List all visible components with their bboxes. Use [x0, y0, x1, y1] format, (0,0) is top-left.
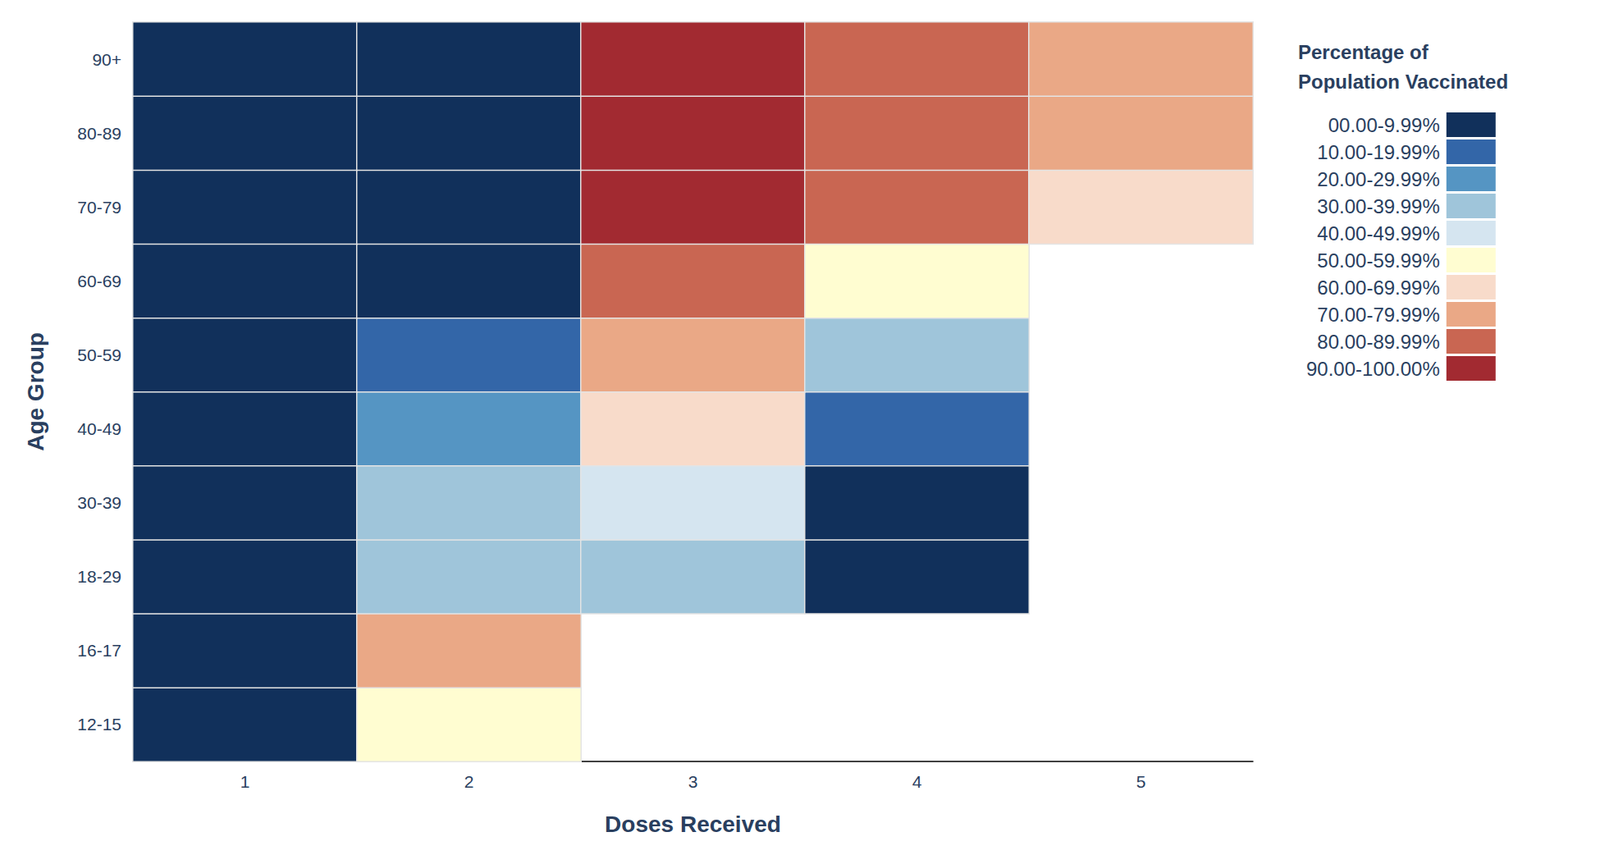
- svg-text:12-15: 12-15: [77, 714, 122, 734]
- svg-text:00.00-9.99%: 00.00-9.99%: [1328, 114, 1440, 137]
- svg-text:70.00-79.99%: 70.00-79.99%: [1316, 303, 1440, 326]
- svg-text:30.00-39.99%: 30.00-39.99%: [1316, 195, 1440, 218]
- svg-text:80-89: 80-89: [77, 123, 122, 143]
- svg-text:2: 2: [464, 772, 475, 791]
- svg-text:18-29: 18-29: [77, 566, 122, 586]
- svg-text:40.00-49.99%: 40.00-49.99%: [1316, 222, 1440, 245]
- svg-text:10.00-19.99%: 10.00-19.99%: [1316, 141, 1440, 164]
- svg-text:70-79: 70-79: [77, 197, 122, 217]
- svg-text:80.00-89.99%: 80.00-89.99%: [1316, 330, 1440, 353]
- svg-text:50-59: 50-59: [77, 345, 122, 365]
- svg-text:Percentage of: Percentage of: [1298, 41, 1430, 64]
- svg-text:60-69: 60-69: [77, 271, 122, 291]
- svg-text:Doses Received: Doses Received: [604, 811, 782, 837]
- svg-text:90.00-100.00%: 90.00-100.00%: [1306, 357, 1440, 380]
- svg-text:16-17: 16-17: [77, 640, 122, 660]
- svg-text:50.00-59.99%: 50.00-59.99%: [1316, 249, 1440, 272]
- svg-text:30-39: 30-39: [77, 493, 122, 512]
- svg-text:3: 3: [688, 772, 699, 791]
- svg-text:Population Vaccinated: Population Vaccinated: [1298, 70, 1509, 93]
- svg-text:1: 1: [240, 772, 251, 791]
- svg-text:90+: 90+: [91, 50, 122, 69]
- svg-text:4: 4: [912, 772, 923, 791]
- svg-text:Age Group: Age Group: [22, 332, 49, 452]
- svg-text:5: 5: [1136, 772, 1147, 791]
- svg-text:60.00-69.99%: 60.00-69.99%: [1316, 276, 1440, 299]
- svg-text:40-49: 40-49: [77, 419, 122, 439]
- svg-text:20.00-29.99%: 20.00-29.99%: [1316, 168, 1440, 191]
